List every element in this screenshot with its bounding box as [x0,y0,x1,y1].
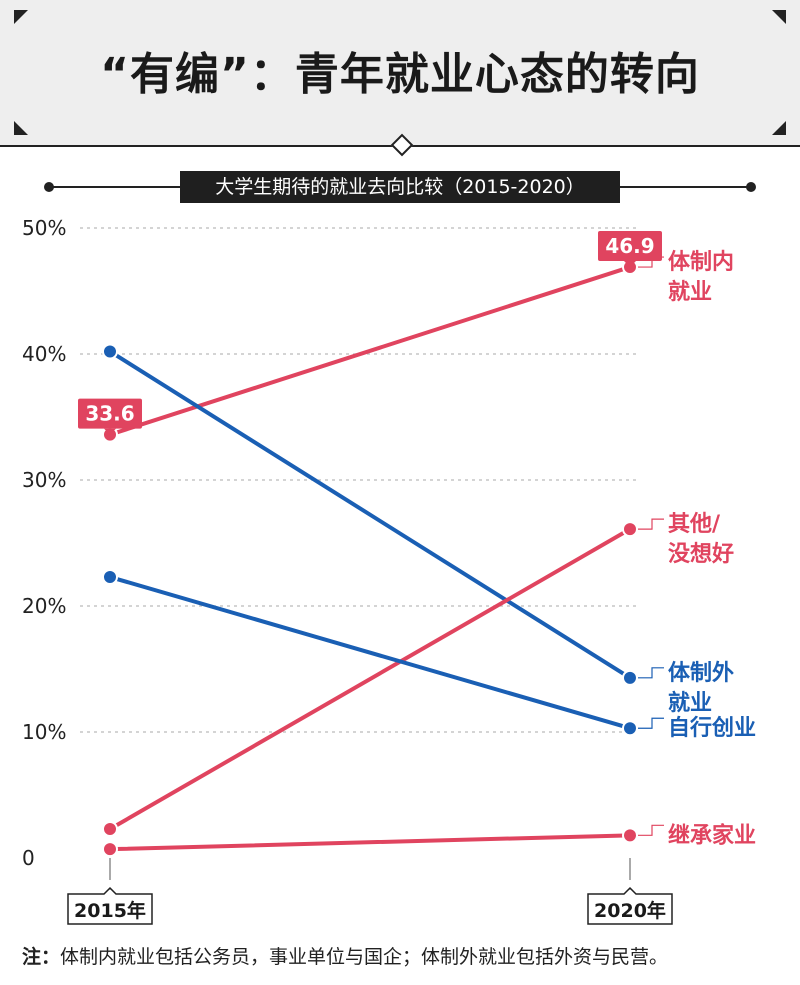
series-label: 体制内 [668,250,734,275]
dot-icon [746,182,756,192]
y-tick-label: 20% [22,594,66,618]
label-connector [638,717,664,729]
x-tick-tag [67,886,153,925]
corner-ornament-icon [14,10,28,24]
corner-ornament-icon [772,10,786,24]
label-connector [638,518,664,530]
y-tick-label: 30% [22,468,66,492]
footnote-text: 体制内就业包括公务员，事业单位与国企；体制外就业包括外资与民营。 [60,946,669,968]
corner-ornament-icon [772,121,786,135]
series-label: 就业 [668,690,712,716]
data-label-box [78,398,142,429]
x-tick-tag [587,886,673,925]
data-label: 33.6 [85,402,134,426]
y-tick-label: 0 [22,846,35,870]
data-label-pointer [624,261,636,268]
data-point [102,569,118,586]
label-connector [638,824,664,836]
series-label: 就业 [668,279,712,305]
footnote: 注：体制内就业包括公务员，事业单位与国企；体制外就业包括外资与民营。 [22,942,792,969]
data-label-pointer [104,428,116,435]
y-tick-label: 40% [22,342,66,366]
label-connector [638,667,664,679]
header-banner: “有编”：青年就业心态的转向 [0,0,800,145]
data-point [102,841,118,858]
data-point [622,720,638,737]
data-label-box [598,231,662,262]
series-label: 自行创业 [668,715,756,741]
series-line [108,265,632,437]
data-point [622,669,638,686]
corner-ornament-icon [14,121,28,135]
x-tick-label: 2015年 [74,899,146,922]
series-label: 体制外 [668,660,734,686]
series-line [108,833,632,852]
y-tick-label: 10% [22,720,66,744]
series-line [108,527,632,832]
data-point [622,521,638,538]
dot-icon [44,182,54,192]
data-point [102,343,118,360]
x-tick-label: 2020年 [594,899,666,922]
series-label: 继承家业 [668,822,756,848]
chart-title: 大学生期待的就业去向比较（2015-2020） [180,171,620,203]
data-point [102,821,118,838]
y-tick-label: 50% [22,216,66,240]
footnote-prefix: 注： [22,946,61,968]
page-title: “有编”：青年就业心态的转向 [100,49,700,100]
series-line [108,349,632,680]
data-point [622,827,638,844]
series-label: 没想好 [668,541,734,567]
data-label: 46.9 [605,234,654,258]
series-line [108,575,632,731]
series-label: 其他/ [668,512,721,537]
